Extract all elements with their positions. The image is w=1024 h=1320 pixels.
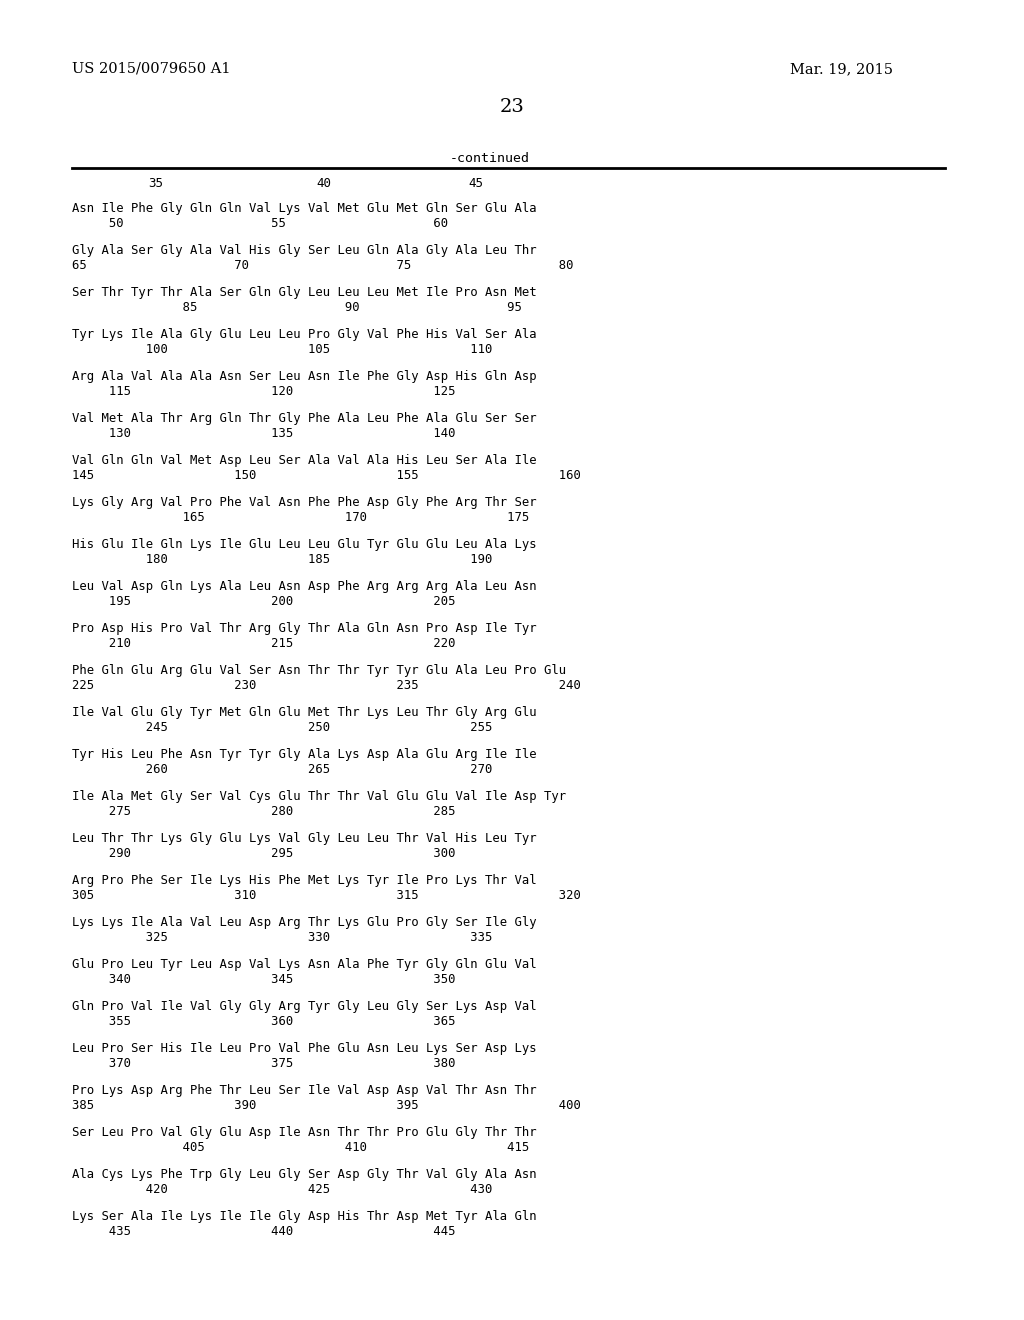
Text: 23: 23 bbox=[500, 98, 524, 116]
Text: Lys Ser Ala Ile Lys Ile Ile Gly Asp His Thr Asp Met Tyr Ala Gln: Lys Ser Ala Ile Lys Ile Ile Gly Asp His … bbox=[72, 1210, 537, 1224]
Text: 115                   120                   125: 115 120 125 bbox=[72, 385, 456, 399]
Text: Glu Pro Leu Tyr Leu Asp Val Lys Asn Ala Phe Tyr Gly Gln Glu Val: Glu Pro Leu Tyr Leu Asp Val Lys Asn Ala … bbox=[72, 958, 537, 972]
Text: 420                   425                   430: 420 425 430 bbox=[72, 1183, 493, 1196]
Text: 50                    55                    60: 50 55 60 bbox=[72, 216, 449, 230]
Text: 210                   215                   220: 210 215 220 bbox=[72, 638, 456, 649]
Text: His Glu Ile Gln Lys Ile Glu Leu Leu Glu Tyr Glu Glu Leu Ala Lys: His Glu Ile Gln Lys Ile Glu Leu Leu Glu … bbox=[72, 539, 537, 550]
Text: 100                   105                   110: 100 105 110 bbox=[72, 343, 493, 356]
Text: 325                   330                   335: 325 330 335 bbox=[72, 931, 493, 944]
Text: Arg Ala Val Ala Ala Asn Ser Leu Asn Ile Phe Gly Asp His Gln Asp: Arg Ala Val Ala Ala Asn Ser Leu Asn Ile … bbox=[72, 370, 537, 383]
Text: Val Met Ala Thr Arg Gln Thr Gly Phe Ala Leu Phe Ala Glu Ser Ser: Val Met Ala Thr Arg Gln Thr Gly Phe Ala … bbox=[72, 412, 537, 425]
Text: 195                   200                   205: 195 200 205 bbox=[72, 595, 456, 609]
Text: Ile Val Glu Gly Tyr Met Gln Glu Met Thr Lys Leu Thr Gly Arg Glu: Ile Val Glu Gly Tyr Met Gln Glu Met Thr … bbox=[72, 706, 537, 719]
Text: Ala Cys Lys Phe Trp Gly Leu Gly Ser Asp Gly Thr Val Gly Ala Asn: Ala Cys Lys Phe Trp Gly Leu Gly Ser Asp … bbox=[72, 1168, 537, 1181]
Text: 290                   295                   300: 290 295 300 bbox=[72, 847, 456, 861]
Text: Asn Ile Phe Gly Gln Gln Val Lys Val Met Glu Met Gln Ser Glu Ala: Asn Ile Phe Gly Gln Gln Val Lys Val Met … bbox=[72, 202, 537, 215]
Text: 305                   310                   315                   320: 305 310 315 320 bbox=[72, 888, 581, 902]
Text: 340                   345                   350: 340 345 350 bbox=[72, 973, 456, 986]
Text: 85                    90                    95: 85 90 95 bbox=[72, 301, 522, 314]
Text: 180                   185                   190: 180 185 190 bbox=[72, 553, 493, 566]
Text: Ser Leu Pro Val Gly Glu Asp Ile Asn Thr Thr Pro Glu Gly Thr Thr: Ser Leu Pro Val Gly Glu Asp Ile Asn Thr … bbox=[72, 1126, 537, 1139]
Text: Ile Ala Met Gly Ser Val Cys Glu Thr Thr Val Glu Glu Val Ile Asp Tyr: Ile Ala Met Gly Ser Val Cys Glu Thr Thr … bbox=[72, 789, 566, 803]
Text: Val Gln Gln Val Met Asp Leu Ser Ala Val Ala His Leu Ser Ala Ile: Val Gln Gln Val Met Asp Leu Ser Ala Val … bbox=[72, 454, 537, 467]
Text: 435                   440                   445: 435 440 445 bbox=[72, 1225, 456, 1238]
Text: Leu Val Asp Gln Lys Ala Leu Asn Asp Phe Arg Arg Arg Ala Leu Asn: Leu Val Asp Gln Lys Ala Leu Asn Asp Phe … bbox=[72, 579, 537, 593]
Text: Gly Ala Ser Gly Ala Val His Gly Ser Leu Gln Ala Gly Ala Leu Thr: Gly Ala Ser Gly Ala Val His Gly Ser Leu … bbox=[72, 244, 537, 257]
Text: US 2015/0079650 A1: US 2015/0079650 A1 bbox=[72, 62, 230, 77]
Text: Gln Pro Val Ile Val Gly Gly Arg Tyr Gly Leu Gly Ser Lys Asp Val: Gln Pro Val Ile Val Gly Gly Arg Tyr Gly … bbox=[72, 1001, 537, 1012]
Text: 370                   375                   380: 370 375 380 bbox=[72, 1057, 456, 1071]
Text: Ser Thr Tyr Thr Ala Ser Gln Gly Leu Leu Leu Met Ile Pro Asn Met: Ser Thr Tyr Thr Ala Ser Gln Gly Leu Leu … bbox=[72, 286, 537, 300]
Text: 405                   410                   415: 405 410 415 bbox=[72, 1140, 529, 1154]
Text: 165                   170                   175: 165 170 175 bbox=[72, 511, 529, 524]
Text: Pro Asp His Pro Val Thr Arg Gly Thr Ala Gln Asn Pro Asp Ile Tyr: Pro Asp His Pro Val Thr Arg Gly Thr Ala … bbox=[72, 622, 537, 635]
Text: 45: 45 bbox=[468, 177, 483, 190]
Text: Tyr His Leu Phe Asn Tyr Tyr Gly Ala Lys Asp Ala Glu Arg Ile Ile: Tyr His Leu Phe Asn Tyr Tyr Gly Ala Lys … bbox=[72, 748, 537, 762]
Text: Lys Gly Arg Val Pro Phe Val Asn Phe Phe Asp Gly Phe Arg Thr Ser: Lys Gly Arg Val Pro Phe Val Asn Phe Phe … bbox=[72, 496, 537, 510]
Text: 385                   390                   395                   400: 385 390 395 400 bbox=[72, 1100, 581, 1111]
Text: 260                   265                   270: 260 265 270 bbox=[72, 763, 493, 776]
Text: Leu Thr Thr Lys Gly Glu Lys Val Gly Leu Leu Thr Val His Leu Tyr: Leu Thr Thr Lys Gly Glu Lys Val Gly Leu … bbox=[72, 832, 537, 845]
Text: 130                   135                   140: 130 135 140 bbox=[72, 426, 456, 440]
Text: Arg Pro Phe Ser Ile Lys His Phe Met Lys Tyr Ile Pro Lys Thr Val: Arg Pro Phe Ser Ile Lys His Phe Met Lys … bbox=[72, 874, 537, 887]
Text: Phe Gln Glu Arg Glu Val Ser Asn Thr Thr Tyr Tyr Glu Ala Leu Pro Glu: Phe Gln Glu Arg Glu Val Ser Asn Thr Thr … bbox=[72, 664, 566, 677]
Text: 355                   360                   365: 355 360 365 bbox=[72, 1015, 456, 1028]
Text: 245                   250                   255: 245 250 255 bbox=[72, 721, 493, 734]
Text: Leu Pro Ser His Ile Leu Pro Val Phe Glu Asn Leu Lys Ser Asp Lys: Leu Pro Ser His Ile Leu Pro Val Phe Glu … bbox=[72, 1041, 537, 1055]
Text: Tyr Lys Ile Ala Gly Glu Leu Leu Pro Gly Val Phe His Val Ser Ala: Tyr Lys Ile Ala Gly Glu Leu Leu Pro Gly … bbox=[72, 327, 537, 341]
Text: 65                    70                    75                    80: 65 70 75 80 bbox=[72, 259, 573, 272]
Text: Lys Lys Ile Ala Val Leu Asp Arg Thr Lys Glu Pro Gly Ser Ile Gly: Lys Lys Ile Ala Val Leu Asp Arg Thr Lys … bbox=[72, 916, 537, 929]
Text: 35: 35 bbox=[148, 177, 163, 190]
Text: 40: 40 bbox=[316, 177, 331, 190]
Text: 225                   230                   235                   240: 225 230 235 240 bbox=[72, 678, 581, 692]
Text: 145                   150                   155                   160: 145 150 155 160 bbox=[72, 469, 581, 482]
Text: 275                   280                   285: 275 280 285 bbox=[72, 805, 456, 818]
Text: -continued: -continued bbox=[450, 152, 530, 165]
Text: Mar. 19, 2015: Mar. 19, 2015 bbox=[790, 62, 893, 77]
Text: Pro Lys Asp Arg Phe Thr Leu Ser Ile Val Asp Asp Val Thr Asn Thr: Pro Lys Asp Arg Phe Thr Leu Ser Ile Val … bbox=[72, 1084, 537, 1097]
